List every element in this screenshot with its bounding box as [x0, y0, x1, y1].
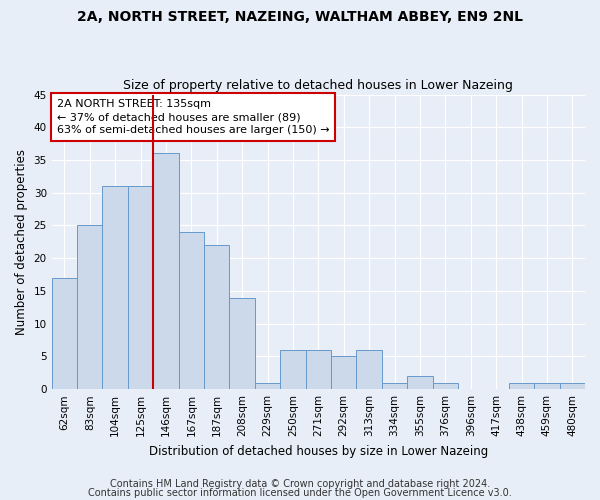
Bar	[534, 382, 560, 389]
Text: Contains HM Land Registry data © Crown copyright and database right 2024.: Contains HM Land Registry data © Crown c…	[110, 479, 490, 489]
Bar	[52, 278, 77, 389]
Bar	[382, 382, 407, 389]
Text: Contains public sector information licensed under the Open Government Licence v3: Contains public sector information licen…	[88, 488, 512, 498]
Bar	[128, 186, 153, 389]
Bar	[560, 382, 585, 389]
Bar	[280, 350, 305, 389]
Bar	[229, 298, 255, 389]
Bar	[305, 350, 331, 389]
Y-axis label: Number of detached properties: Number of detached properties	[15, 149, 28, 335]
Bar	[103, 186, 128, 389]
Bar	[356, 350, 382, 389]
Title: Size of property relative to detached houses in Lower Nazeing: Size of property relative to detached ho…	[124, 79, 513, 92]
Bar	[77, 226, 103, 389]
Bar	[179, 232, 204, 389]
Bar	[153, 154, 179, 389]
Bar	[204, 245, 229, 389]
Bar	[407, 376, 433, 389]
Bar	[255, 382, 280, 389]
Text: 2A, NORTH STREET, NAZEING, WALTHAM ABBEY, EN9 2NL: 2A, NORTH STREET, NAZEING, WALTHAM ABBEY…	[77, 10, 523, 24]
Bar	[509, 382, 534, 389]
Bar	[433, 382, 458, 389]
Bar	[331, 356, 356, 389]
X-axis label: Distribution of detached houses by size in Lower Nazeing: Distribution of detached houses by size …	[149, 444, 488, 458]
Text: 2A NORTH STREET: 135sqm
← 37% of detached houses are smaller (89)
63% of semi-de: 2A NORTH STREET: 135sqm ← 37% of detache…	[57, 99, 329, 136]
